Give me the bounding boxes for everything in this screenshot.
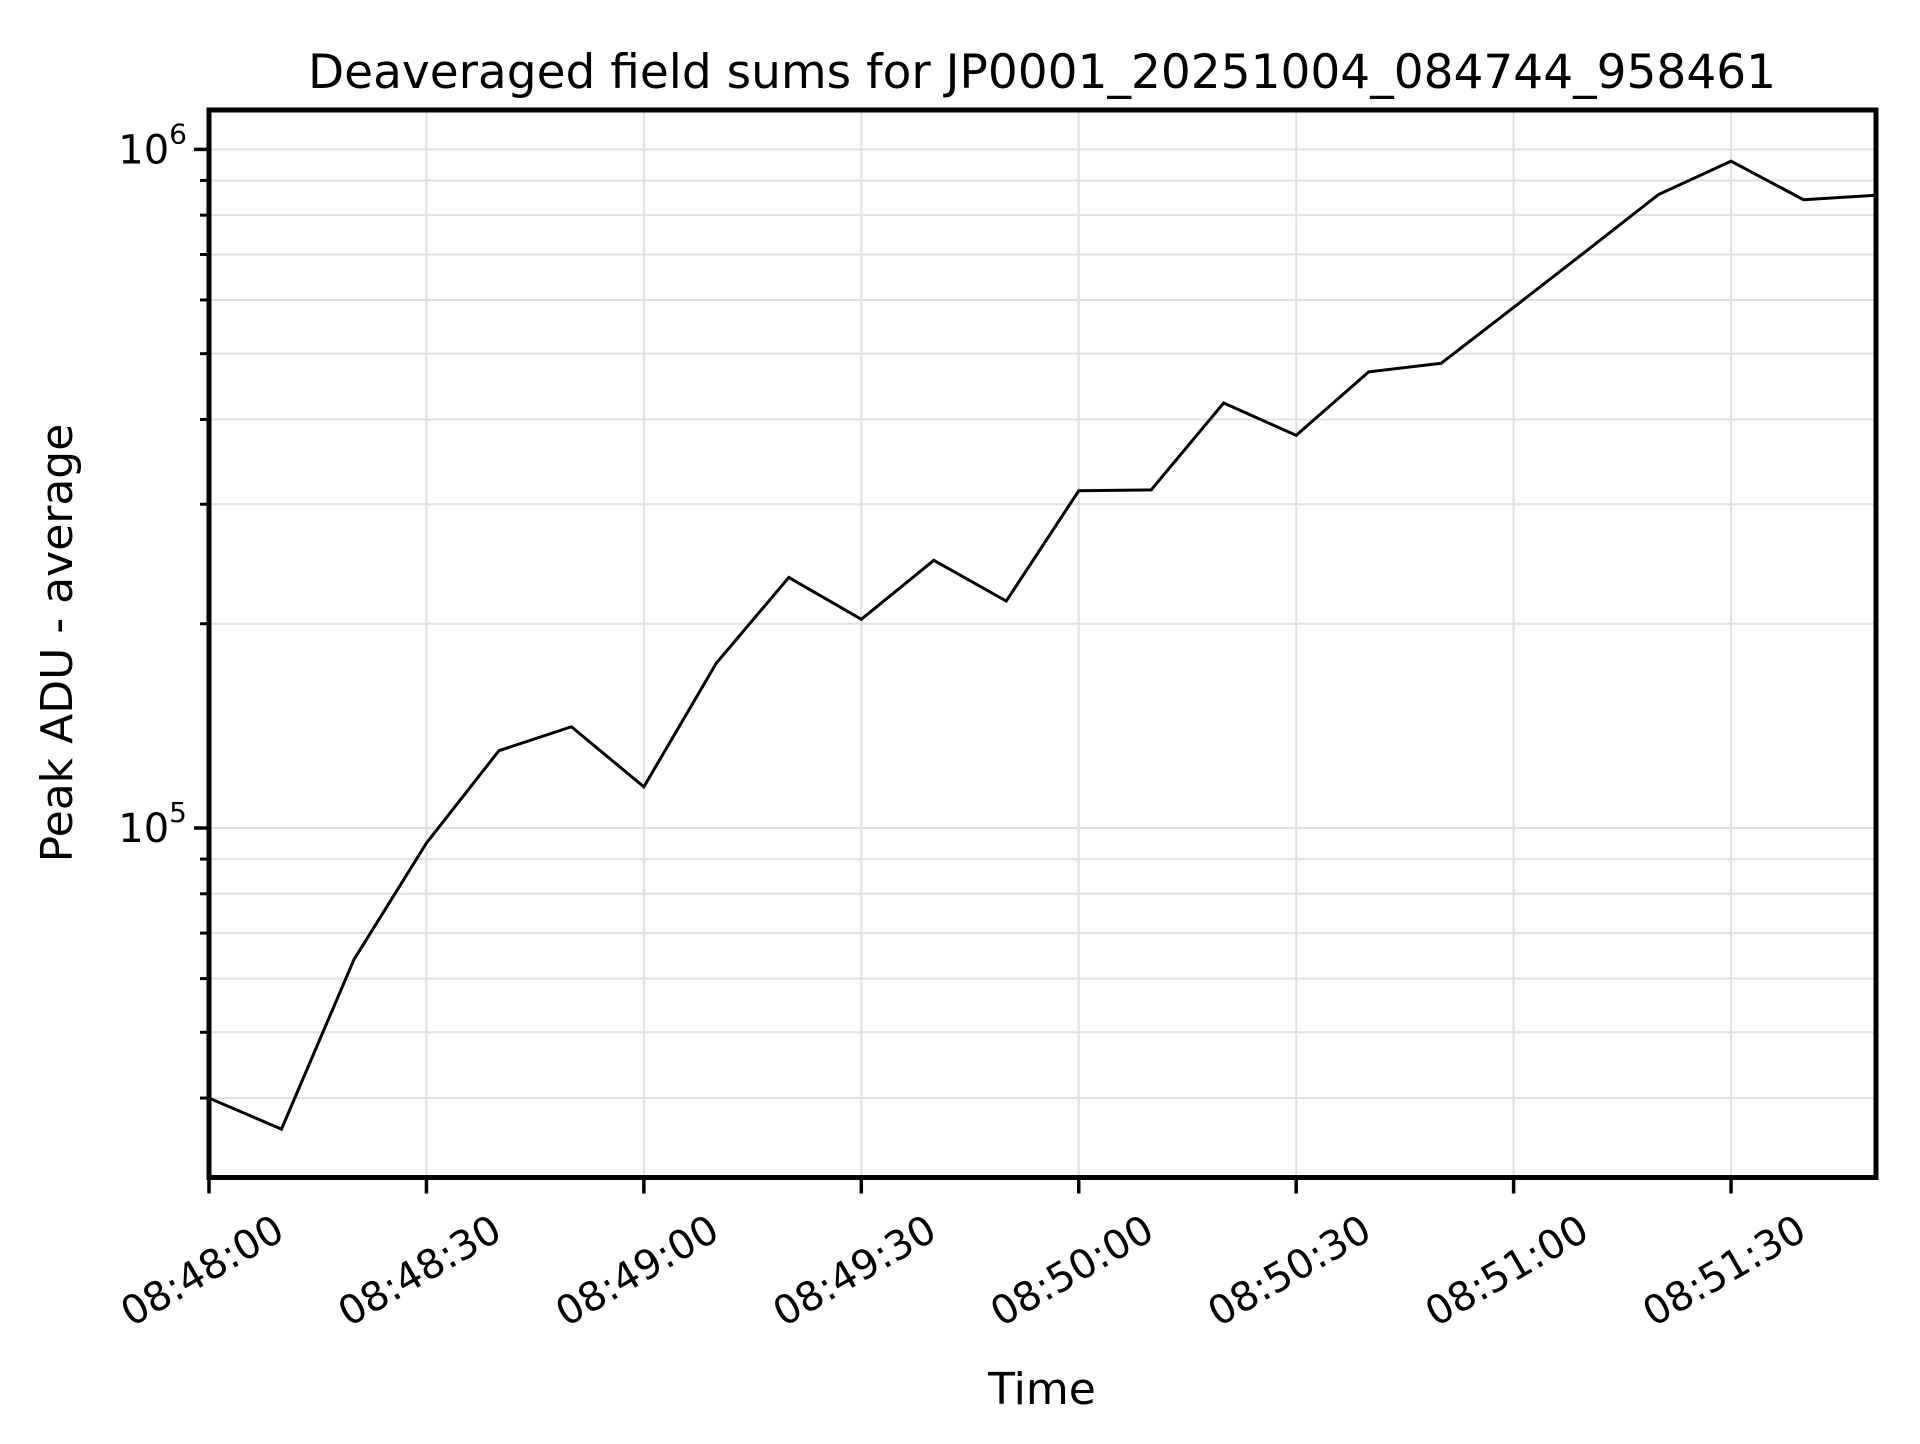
y-tick-labels: 105 106 xyxy=(118,117,187,852)
chart-title: Deaveraged field sums for JP0001_2025100… xyxy=(308,45,1776,100)
y-tick-label: 105 xyxy=(118,796,187,852)
y-axis-label: Peak ADU - average xyxy=(32,424,83,863)
y-tick-label: 106 xyxy=(118,117,187,173)
plot-frame xyxy=(206,107,1879,1180)
tick-marks xyxy=(194,147,1733,1194)
gridlines xyxy=(208,110,1876,1178)
x-axis-label: Time xyxy=(987,1364,1096,1415)
data-line xyxy=(208,159,1877,1132)
data-series xyxy=(208,159,1877,1132)
axes-spines xyxy=(206,107,1879,1180)
